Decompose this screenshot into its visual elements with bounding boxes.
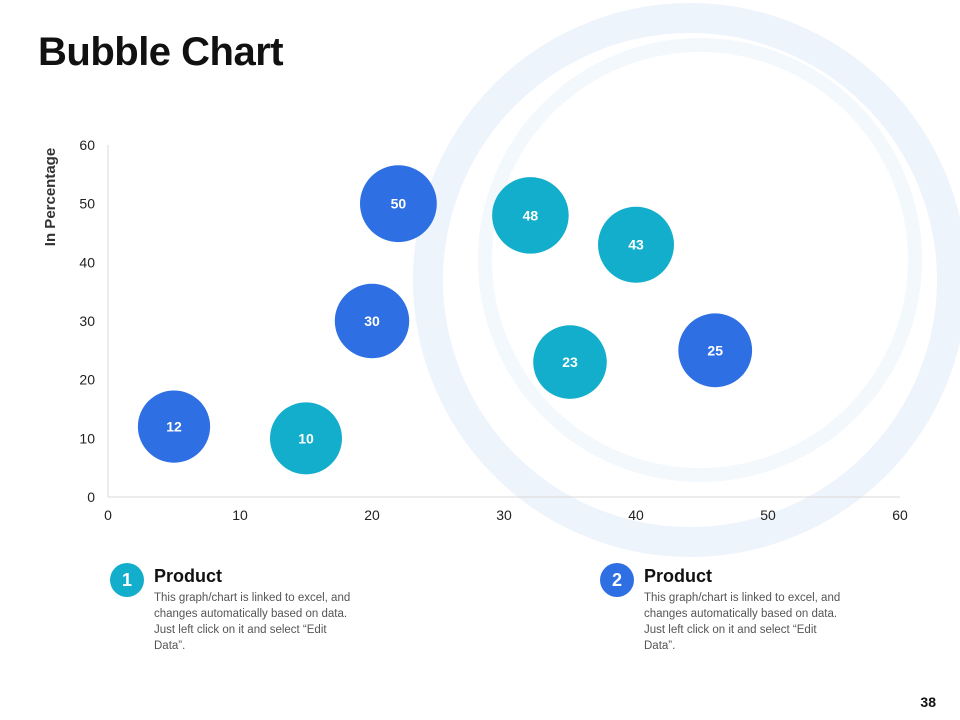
bubble-series2 [137, 390, 211, 463]
x-tick-label: 30 [496, 507, 512, 523]
page-title: Bubble Chart [38, 30, 284, 74]
x-tick-label: 0 [104, 507, 112, 523]
bubble-label: 25 [707, 342, 723, 358]
y-axis-label: In Percentage [42, 148, 59, 246]
x-tick-label: 60 [892, 507, 908, 523]
legend-title-2: Product [644, 566, 713, 586]
legend-text-1: This graph/chart is linked to excel, and… [154, 592, 351, 652]
bubble-label: 30 [364, 313, 380, 329]
bubble-series2 [360, 165, 437, 243]
legend-title-1: Product [154, 566, 223, 586]
page-number: 38 [920, 694, 936, 710]
bubble-series1 [492, 177, 569, 254]
legend-text-2: This graph/chart is linked to excel, and… [644, 592, 841, 652]
bubble-series2 [678, 313, 753, 388]
x-tick-label: 20 [364, 507, 380, 523]
bubble-label: 10 [298, 430, 314, 446]
y-tick-label: 20 [79, 372, 95, 388]
bubble-series2 [334, 283, 410, 359]
y-tick-label: 0 [87, 489, 95, 505]
chart-bubbles: 10 48 23 43 12 30 50 25 [137, 165, 753, 475]
legend-badge-2: 2 [600, 563, 634, 597]
y-tick-label: 60 [79, 137, 95, 153]
y-tick-label: 50 [79, 196, 95, 212]
bubble-label: 23 [562, 354, 578, 370]
y-tick-label: 30 [79, 313, 95, 329]
bubble-label: 48 [523, 207, 539, 223]
y-tick-label: 10 [79, 430, 95, 446]
y-tick-label: 40 [79, 254, 95, 270]
bubble-series1 [270, 402, 342, 475]
x-tick-label: 10 [232, 507, 248, 523]
bubble-label: 43 [628, 237, 644, 253]
bubble-label: 50 [391, 196, 407, 212]
chart-axes: 0 10 20 30 40 50 60 0 10 20 30 40 50 60 [79, 137, 908, 523]
bubble-series1 [533, 325, 607, 399]
x-tick-label: 40 [628, 507, 644, 523]
legend-badge-1: 1 [110, 563, 144, 597]
x-tick-label: 50 [760, 507, 776, 523]
bubble-label: 12 [166, 419, 182, 435]
bubble-series1 [598, 206, 674, 283]
